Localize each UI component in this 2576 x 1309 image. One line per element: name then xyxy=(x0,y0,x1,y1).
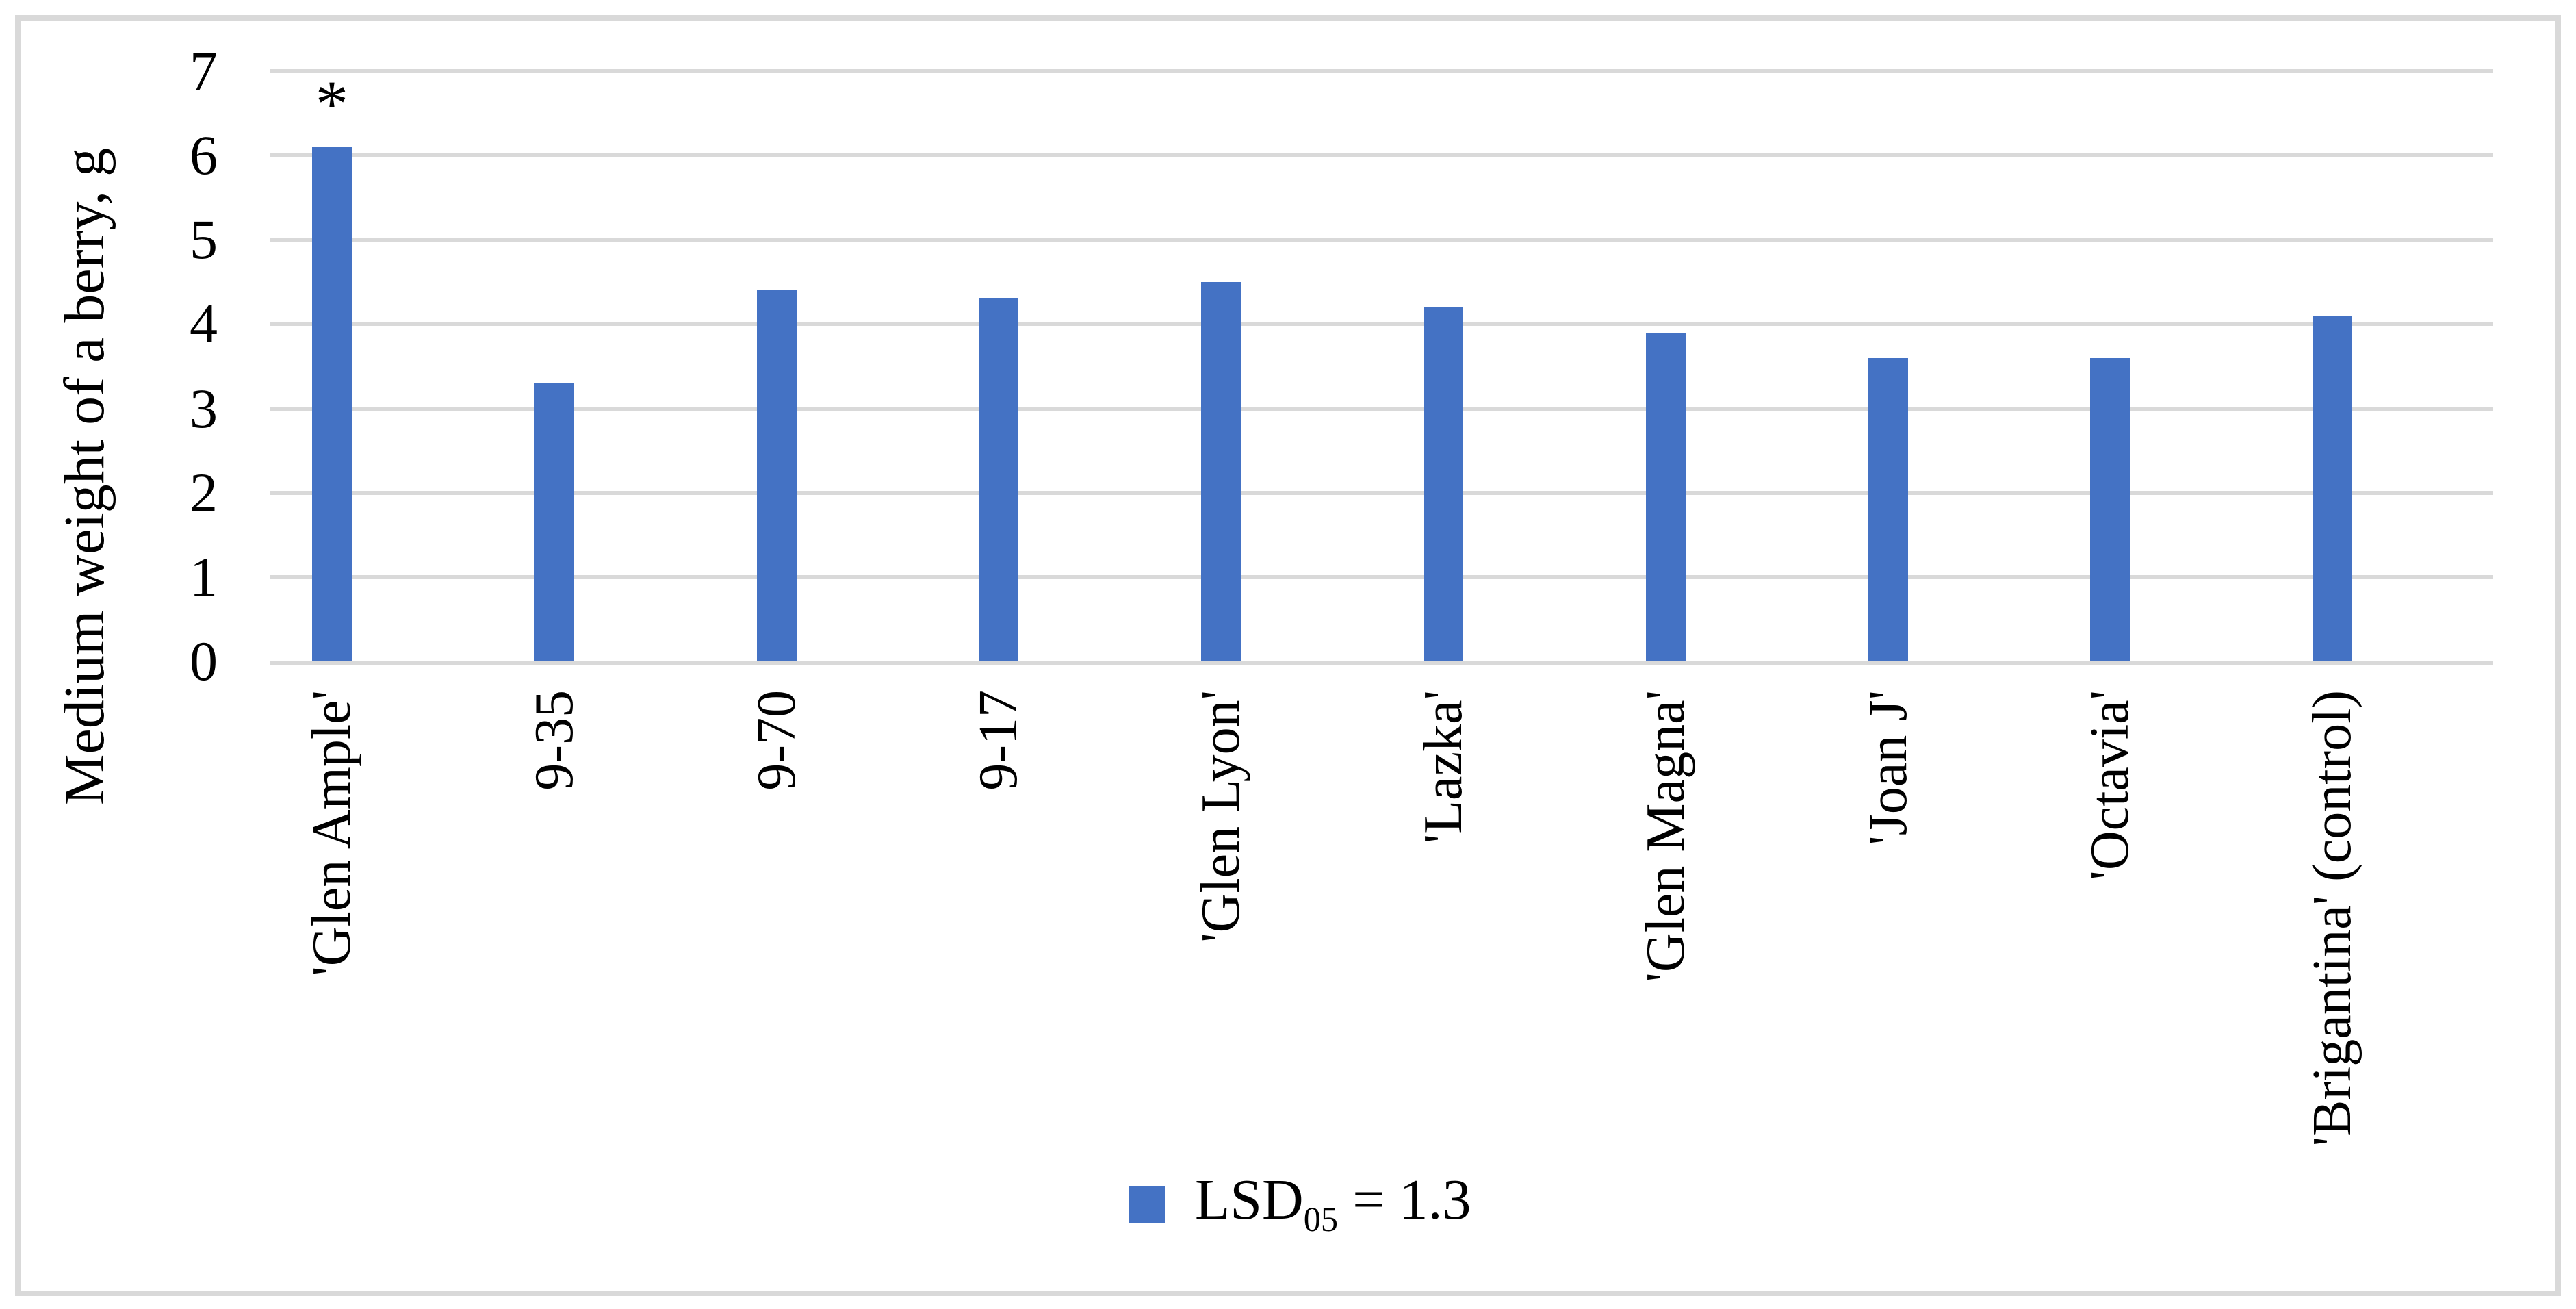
significance-asterisk: * xyxy=(315,67,348,140)
y-tick-label: 4 xyxy=(190,292,218,355)
x-axis-label: 'Glen Ample' xyxy=(301,690,362,976)
y-tick-label: 3 xyxy=(190,377,218,440)
bar xyxy=(311,147,352,661)
gridline xyxy=(270,322,2493,327)
bar xyxy=(2313,316,2353,661)
gridline xyxy=(270,406,2493,411)
gridline xyxy=(270,238,2493,242)
bar xyxy=(1868,357,1908,661)
x-axis-line xyxy=(270,661,2493,665)
bar xyxy=(1201,281,1241,661)
gridline xyxy=(270,69,2493,73)
bar xyxy=(756,290,797,661)
gridline xyxy=(270,574,2493,579)
x-axis-label: 'Glen Magna' xyxy=(1635,690,1696,982)
bar xyxy=(979,298,1019,661)
y-tick-label: 2 xyxy=(190,461,218,524)
legend-label: LSD05 = 1.3 xyxy=(1195,1164,1471,1236)
chart-border xyxy=(15,15,2561,1296)
y-axis-title: Medium weight of a berry, g xyxy=(53,147,116,806)
bar xyxy=(1423,307,1463,661)
y-tick-label: 7 xyxy=(190,40,218,102)
x-axis-label: 'Joan J' xyxy=(1857,690,1918,846)
y-tick-label: 0 xyxy=(190,630,218,692)
legend-label-suffix: = 1.3 xyxy=(1338,1168,1471,1232)
bar xyxy=(2090,357,2130,661)
legend-label-subscript: 05 xyxy=(1303,1199,1339,1238)
y-tick-label: 6 xyxy=(190,124,218,187)
y-tick-label: 5 xyxy=(190,208,218,271)
legend-marker-swatch xyxy=(1129,1186,1165,1223)
legend-label-prefix: LSD xyxy=(1195,1168,1304,1232)
x-axis-label: 9-70 xyxy=(746,690,807,791)
bar xyxy=(534,383,574,661)
bar xyxy=(1645,332,1686,661)
x-axis-label: 9-17 xyxy=(968,690,1029,791)
gridline xyxy=(270,490,2493,495)
x-axis-label: 'Octavia' xyxy=(2080,690,2141,880)
x-axis-label: 9-35 xyxy=(524,690,584,791)
gridline xyxy=(270,153,2493,158)
y-tick-label: 1 xyxy=(190,545,218,608)
x-axis-label: 'Brigantina' (control) xyxy=(2302,690,2363,1147)
